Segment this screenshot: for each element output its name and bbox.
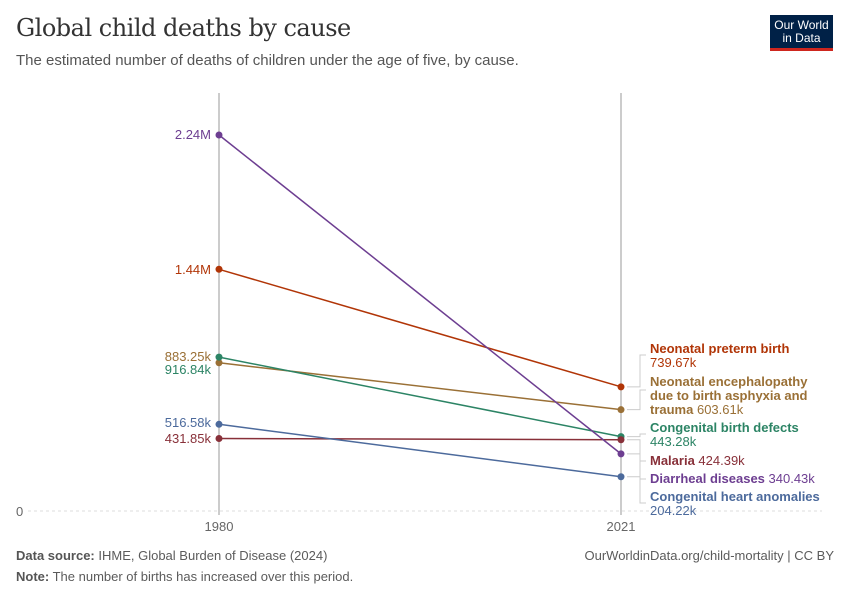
- note-text: The number of births has increased over …: [52, 569, 354, 584]
- start-value-label: 883.25k: [165, 349, 212, 364]
- series-name-label: trauma 603.61k: [650, 402, 744, 417]
- end-value-label: 739.67k: [650, 355, 697, 370]
- start-value-label: 2.24M: [175, 127, 211, 142]
- data-point: [215, 131, 223, 139]
- data-point: [617, 383, 625, 391]
- series-name-label: Malaria 424.39k: [650, 453, 745, 468]
- source-label: Data source:: [16, 548, 95, 563]
- label-connector: [627, 439, 646, 462]
- start-value-label: 916.84k: [165, 362, 212, 377]
- note: Note: The number of births has increased…: [16, 569, 353, 584]
- series-line: [218, 268, 622, 388]
- data-point: [215, 435, 223, 443]
- data-point: [215, 420, 223, 428]
- data-point: [617, 436, 625, 444]
- start-value-label: 1.44M: [175, 262, 211, 277]
- owid-logo[interactable]: Our World in Data: [770, 15, 833, 51]
- data-point: [215, 353, 223, 361]
- end-value-label: 340.43k: [765, 471, 815, 486]
- source-text[interactable]: IHME, Global Burden of Disease (2024): [98, 548, 328, 563]
- x-tick-label: 1980: [205, 519, 234, 534]
- label-connector: [627, 354, 646, 388]
- series-name-label: Neonatal preterm birth: [650, 341, 789, 356]
- series-name-label: due to birth asphyxia and: [650, 388, 808, 403]
- x-tick-label: 2021: [607, 519, 636, 534]
- chart-title: Global child deaths by cause: [16, 14, 351, 42]
- source-url[interactable]: OurWorldinData.org/child-mortality | CC …: [584, 548, 835, 563]
- chart-subtitle: The estimated number of deaths of childr…: [16, 52, 519, 69]
- series-line: [218, 356, 622, 438]
- end-value-label: 424.39k: [695, 453, 745, 468]
- series-line: [218, 437, 622, 441]
- data-point: [617, 450, 625, 458]
- label-connector: [627, 389, 646, 411]
- series-name-label: Congenital heart anomalies: [650, 489, 820, 504]
- series-name-label: Congenital birth defects: [650, 420, 799, 435]
- start-value-label: 516.58k: [165, 415, 212, 430]
- series-name-label: Neonatal encephalopathy: [650, 374, 808, 389]
- label-connector: [627, 453, 646, 480]
- series-line: [218, 134, 622, 455]
- data-point: [215, 359, 223, 367]
- series-name-label: Diarrheal diseases 340.43k: [650, 471, 815, 486]
- end-value-label: 603.61k: [693, 402, 743, 417]
- data-point: [617, 473, 625, 481]
- series-line: [218, 423, 622, 478]
- y-tick-label: 0: [16, 504, 23, 519]
- data-point: [617, 406, 625, 414]
- end-value-label: 204.22k: [650, 503, 697, 518]
- data-source: Data source: IHME, Global Burden of Dise…: [16, 548, 327, 563]
- end-value-label: 443.28k: [650, 434, 697, 449]
- note-label: Note:: [16, 569, 50, 584]
- data-point: [215, 265, 223, 273]
- start-value-label: 431.85k: [165, 431, 212, 446]
- label-connector: [627, 433, 646, 438]
- label-connector: [627, 476, 646, 504]
